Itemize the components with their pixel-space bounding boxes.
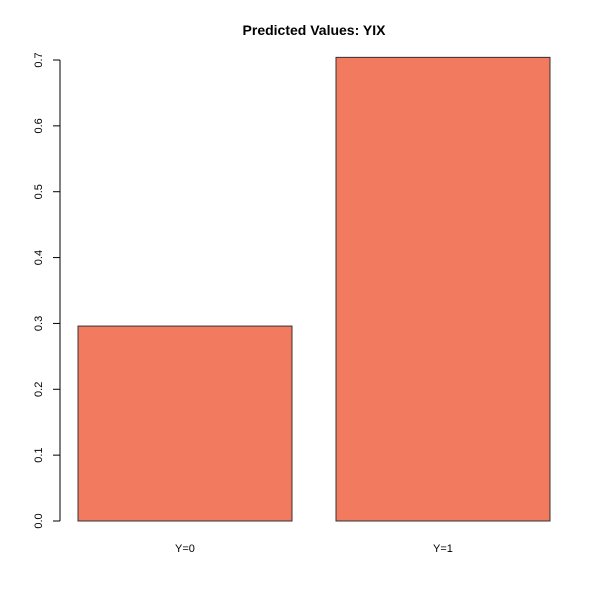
- y-tick-label: 0.5: [33, 184, 45, 199]
- bars: [77, 56, 551, 522]
- y-tick-label: 0.3: [33, 316, 45, 331]
- y-axis: 0.0 0.1 0.2 0.3 0.4 0.5 0.6 0.7: [33, 52, 61, 529]
- y-tick-label: 0.7: [33, 52, 45, 67]
- x-category-label: Y=0: [175, 543, 195, 555]
- y-tick-label: 0.2: [33, 382, 45, 397]
- y-tick-label: 0.4: [33, 250, 45, 265]
- bar-y0: [77, 325, 293, 522]
- x-axis-labels: Y=0 Y=1: [175, 543, 453, 555]
- y-tick-label: 0.1: [33, 447, 45, 462]
- y-tick-label: 0.0: [33, 513, 45, 528]
- y-tick-label: 0.6: [33, 118, 45, 133]
- bar-y1: [335, 56, 551, 522]
- x-category-label: Y=1: [433, 543, 453, 555]
- chart-title: Predicted Values: YIX: [243, 22, 387, 38]
